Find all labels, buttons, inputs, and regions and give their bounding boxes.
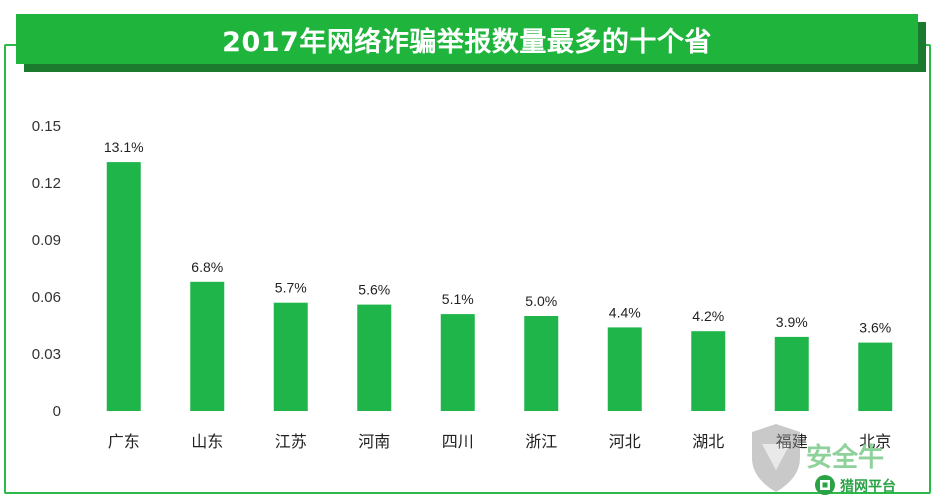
bar-4 xyxy=(440,314,475,411)
bar-3 xyxy=(357,304,392,411)
y-tick-label: 0 xyxy=(53,403,61,420)
data-label: 3.6% xyxy=(859,320,891,336)
bar-5 xyxy=(524,316,559,411)
y-tick-label: 0.12 xyxy=(32,175,61,192)
x-tick-label: 山东 xyxy=(191,432,223,451)
data-label: 4.2% xyxy=(692,308,724,324)
data-label: 13.1% xyxy=(104,139,144,155)
data-label: 3.9% xyxy=(776,314,808,330)
bar-8 xyxy=(774,336,809,411)
watermark-brand: 安全牛 xyxy=(806,442,884,473)
x-tick-label: 北京 xyxy=(859,432,891,451)
data-label: 5.0% xyxy=(525,293,557,309)
y-tick-label: 0.15 xyxy=(32,118,61,135)
platform-logo-icon xyxy=(815,475,835,495)
bar-2 xyxy=(273,302,308,411)
x-tick-label: 福建 xyxy=(776,432,808,451)
data-label: 5.7% xyxy=(275,280,307,296)
y-tick-label: 0.03 xyxy=(32,346,61,363)
watermark: 安全牛 猎网平台 xyxy=(752,424,896,495)
watermark-platform: 猎网平台 xyxy=(840,478,896,495)
title-bar: 2017年网络诈骗举报数量最多的十个省 xyxy=(16,14,918,64)
bar-9 xyxy=(858,342,893,411)
bar-1 xyxy=(190,281,225,411)
x-axis: 广东 山东 江苏 河南 四川 浙江 河北 湖北 福建 北京 xyxy=(108,432,892,451)
x-tick-label: 江苏 xyxy=(275,432,307,451)
bars-group: 13.1% 6.8% 5.7% 5.6% 5.1% 5.0% 4.4% 4.2% 3.9% 3.6… xyxy=(104,139,893,411)
x-tick-label: 浙江 xyxy=(525,432,557,451)
shield-logo-icon xyxy=(752,424,800,492)
data-label: 5.6% xyxy=(358,282,390,298)
bar-6 xyxy=(607,327,642,411)
chart-title: 2017年网络诈骗举报数量最多的十个省 xyxy=(222,26,712,58)
data-label: 5.1% xyxy=(442,291,474,307)
x-tick-label: 河北 xyxy=(609,432,641,451)
x-tick-label: 湖北 xyxy=(692,432,724,451)
x-tick-label: 四川 xyxy=(442,432,474,451)
y-tick-label: 0.09 xyxy=(32,232,61,249)
y-tick-label: 0.06 xyxy=(32,289,61,306)
data-label: 6.8% xyxy=(191,259,223,275)
bar-7 xyxy=(691,331,726,411)
x-tick-label: 广东 xyxy=(108,432,140,451)
y-axis: 0 0.03 0.06 0.09 0.12 0.15 xyxy=(32,118,61,420)
data-label: 4.4% xyxy=(609,304,641,320)
x-tick-label: 河南 xyxy=(358,432,390,451)
bar-0 xyxy=(106,162,141,411)
